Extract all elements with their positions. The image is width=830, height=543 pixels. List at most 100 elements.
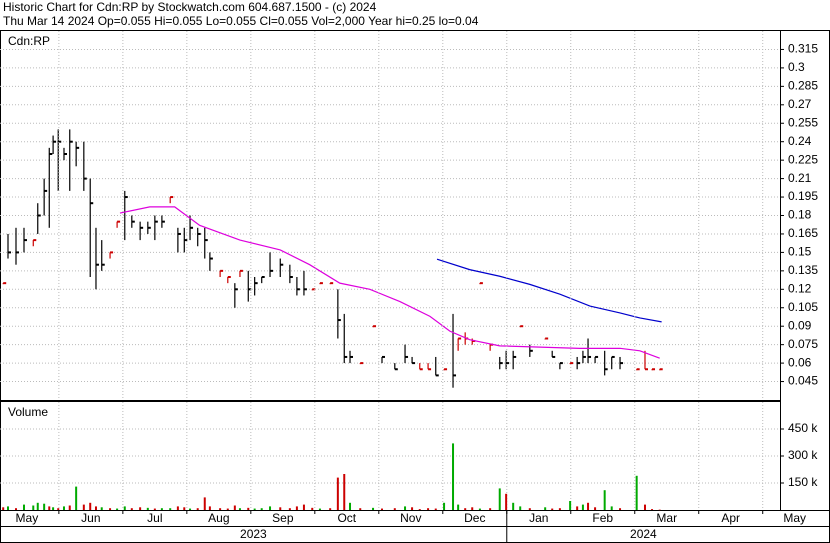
volume-label: Volume — [8, 405, 48, 419]
y-tick-label: 0.15 — [788, 245, 812, 259]
volume-bar — [427, 508, 430, 510]
symbol-label: Cdn:RP — [8, 34, 50, 48]
volume-bar — [89, 502, 92, 510]
volume-bar — [169, 508, 172, 510]
volume-bar — [457, 504, 460, 510]
volume-bar — [57, 508, 60, 510]
volume-bar — [196, 508, 199, 510]
volume-bar — [36, 502, 39, 510]
volume-bar — [153, 508, 156, 510]
y-tick-label: 0.12 — [788, 281, 812, 295]
volume-bar — [619, 508, 622, 510]
volume-bar — [610, 506, 613, 510]
volume-bar — [318, 508, 321, 510]
volume-bar — [381, 508, 384, 510]
y-tick-label: 150 k — [788, 475, 818, 489]
y-tick-label: 0.075 — [788, 337, 818, 351]
volume-bar — [581, 504, 584, 510]
volume-bar — [359, 508, 362, 510]
volume-bar — [643, 504, 646, 510]
x-tick-label: Nov — [400, 511, 421, 525]
volume-bar — [489, 508, 492, 510]
volume-bar — [139, 507, 142, 510]
volume-bar — [544, 507, 547, 510]
volume-bar — [558, 508, 561, 510]
volume-bar — [160, 508, 163, 510]
y-tick-label: 0.06 — [788, 355, 812, 369]
volume-bar — [62, 506, 65, 510]
volume-bar — [116, 508, 119, 510]
y-tick-label: 0.195 — [788, 189, 818, 203]
volume-bar — [247, 507, 250, 510]
volume-bar — [2, 507, 5, 510]
y-tick-label: 0.09 — [788, 318, 812, 332]
y-tick-label: 0.21 — [788, 171, 812, 185]
x-tick-label: Sep — [272, 511, 294, 525]
volume-bar — [48, 506, 51, 510]
x-tick-label: Aug — [208, 511, 229, 525]
volume-bar — [603, 490, 606, 510]
volume-bar — [349, 502, 352, 510]
volume-bar — [68, 505, 71, 510]
volume-bar — [329, 508, 332, 510]
moving-average — [119, 206, 660, 359]
volume-bar — [411, 507, 414, 510]
volume-bar — [404, 506, 407, 510]
volume-bar — [233, 505, 236, 510]
volume-bar — [471, 507, 474, 510]
year-label: 2024 — [630, 527, 657, 541]
volume-bar — [176, 506, 179, 510]
volume-bar — [43, 503, 46, 510]
volume-bar — [452, 443, 455, 510]
volume-bar — [208, 506, 211, 510]
volume-bar — [32, 505, 35, 510]
volume-bar — [576, 506, 579, 510]
x-tick-label: Jul — [147, 511, 162, 525]
volume-bar — [658, 509, 661, 511]
volume-bar — [311, 507, 314, 510]
volume-bar — [512, 502, 515, 510]
volume-bar — [519, 506, 522, 510]
x-tick-label: Apr — [721, 511, 740, 525]
volume-bar — [238, 508, 241, 510]
volume-bar — [288, 508, 291, 510]
x-tick-label: Feb — [592, 511, 613, 525]
volume-bar — [82, 504, 85, 510]
volume-bar — [94, 506, 97, 510]
y-tick-label: 0.3 — [788, 60, 805, 74]
volume-bar — [203, 497, 206, 510]
volume-bar — [226, 508, 229, 510]
moving-average — [436, 258, 662, 323]
volume-bar — [183, 507, 186, 510]
volume-bar — [260, 508, 263, 510]
volume-bar — [6, 506, 9, 510]
volume-bar — [528, 508, 531, 510]
volume-bar — [146, 507, 149, 510]
volume-bar — [336, 477, 339, 510]
volume-bar — [253, 508, 256, 510]
volume-bar — [372, 507, 375, 510]
volume-bar — [22, 504, 25, 510]
volume-bar — [587, 502, 590, 510]
y-tick-label: 0.225 — [788, 152, 818, 166]
volume-bar — [443, 502, 446, 510]
volume-bar — [14, 508, 17, 510]
x-tick-label: Jun — [81, 511, 100, 525]
y-tick-label: 300 k — [788, 448, 818, 462]
y-tick-label: 450 k — [788, 421, 818, 435]
y-tick-label: 0.285 — [788, 79, 818, 93]
year-label: 2023 — [240, 527, 267, 541]
x-tick-label: Oct — [337, 511, 356, 525]
y-tick-label: 0.255 — [788, 115, 818, 129]
volume-bar — [123, 506, 126, 510]
volume-bar — [569, 501, 572, 510]
volume-bar — [100, 507, 103, 510]
y-tick-label: 0.24 — [788, 134, 812, 148]
volume-bar — [295, 506, 298, 510]
volume-bar — [393, 508, 396, 510]
volume-bar — [418, 509, 421, 510]
y-tick-label: 0.045 — [788, 374, 818, 388]
y-tick-label: 0.27 — [788, 97, 812, 111]
volume-bar — [269, 506, 272, 510]
